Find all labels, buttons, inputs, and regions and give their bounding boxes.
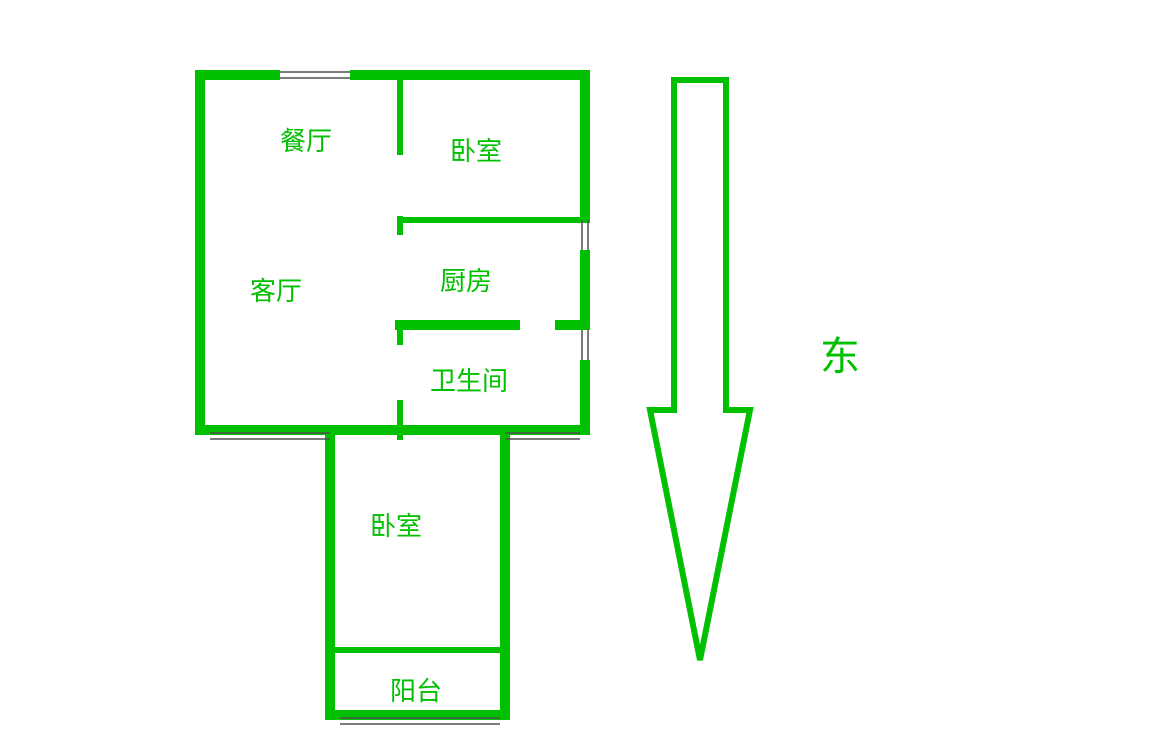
room-label-living: 客厅: [250, 276, 302, 306]
room-label-balcony: 阳台: [390, 676, 442, 706]
room-label-kitchen: 厨房: [440, 266, 492, 296]
compass-direction-label: 东: [820, 335, 860, 379]
room-label-bedroom2: 卧室: [370, 511, 422, 541]
room-label-bath: 卫生间: [430, 366, 508, 396]
compass-arrow-join-mask: [677, 404, 723, 416]
compass-arrow-shaft: [674, 80, 726, 410]
room-label-bedroom1: 卧室: [450, 136, 502, 166]
room-label-dining: 餐厅: [280, 126, 332, 156]
